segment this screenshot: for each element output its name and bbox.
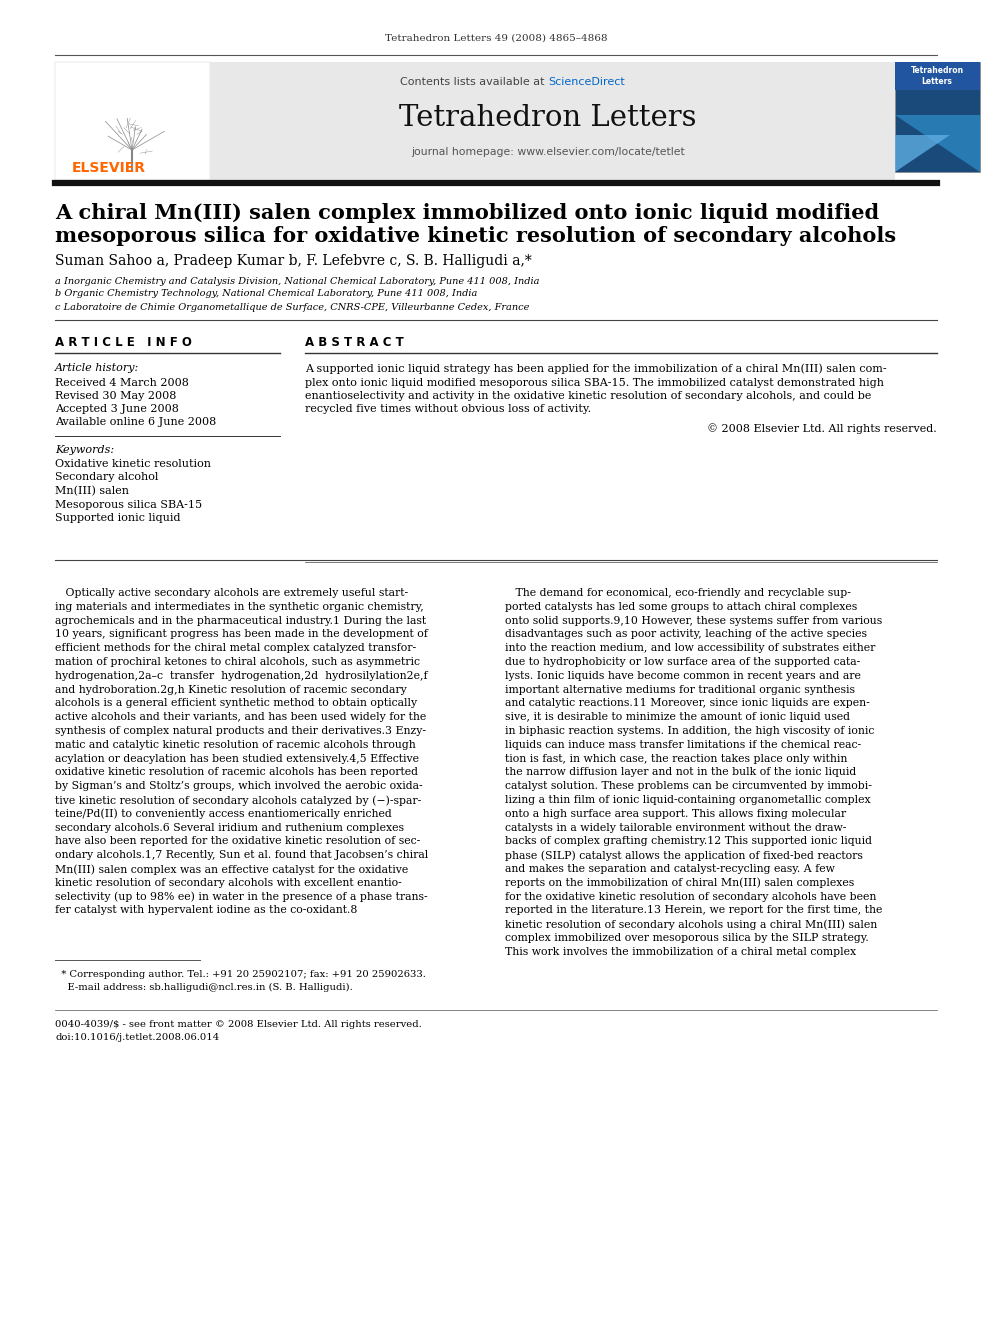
Text: kinetic resolution of secondary alcohols with excellent enantio-: kinetic resolution of secondary alcohols… (55, 877, 402, 888)
Text: ondary alcohols.1,7 Recently, Sun et al. found that Jacobsen’s chiral: ondary alcohols.1,7 Recently, Sun et al.… (55, 851, 429, 860)
Text: doi:10.1016/j.tetlet.2008.06.014: doi:10.1016/j.tetlet.2008.06.014 (55, 1033, 219, 1043)
Text: backs of complex grafting chemistry.12 This supported ionic liquid: backs of complex grafting chemistry.12 T… (505, 836, 872, 847)
Text: Keywords:: Keywords: (55, 445, 114, 455)
Text: c Laboratoire de Chimie Organometallique de Surface, CNRS-CPE, Villeurbanne Cede: c Laboratoire de Chimie Organometallique… (55, 303, 530, 311)
Text: have also been reported for the oxidative kinetic resolution of sec-: have also been reported for the oxidativ… (55, 836, 421, 847)
Text: A chiral Mn(III) salen complex immobilized onto ionic liquid modified: A chiral Mn(III) salen complex immobiliz… (55, 202, 879, 224)
Text: active alcohols and their variants, and has been used widely for the: active alcohols and their variants, and … (55, 712, 427, 722)
Text: reports on the immobilization of chiral Mn(III) salen complexes: reports on the immobilization of chiral … (505, 877, 854, 888)
Text: ScienceDirect: ScienceDirect (548, 77, 625, 87)
Text: mesoporous silica for oxidative kinetic resolution of secondary alcohols: mesoporous silica for oxidative kinetic … (55, 226, 896, 246)
Text: efficient methods for the chiral metal complex catalyzed transfor-: efficient methods for the chiral metal c… (55, 643, 416, 654)
Text: b Organic Chemistry Technology, National Chemical Laboratory, Pune 411 008, Indi: b Organic Chemistry Technology, National… (55, 290, 477, 299)
Text: Contents lists available at: Contents lists available at (400, 77, 548, 87)
Text: tive kinetic resolution of secondary alcohols catalyzed by (−)-spar-: tive kinetic resolution of secondary alc… (55, 795, 422, 806)
Text: 10 years, significant progress has been made in the development of: 10 years, significant progress has been … (55, 630, 428, 639)
Text: due to hydrophobicity or low surface area of the supported cata-: due to hydrophobicity or low surface are… (505, 658, 860, 667)
Text: and hydroboration.2g,h Kinetic resolution of racemic secondary: and hydroboration.2g,h Kinetic resolutio… (55, 684, 407, 695)
Text: 0040-4039/$ - see front matter © 2008 Elsevier Ltd. All rights reserved.: 0040-4039/$ - see front matter © 2008 El… (55, 1020, 422, 1029)
Text: Tetrahedron Letters: Tetrahedron Letters (399, 105, 696, 132)
Text: reported in the literature.13 Herein, we report for the first time, the: reported in the literature.13 Herein, we… (505, 905, 882, 916)
Text: by Sigman’s and Stoltz’s groups, which involved the aerobic oxida-: by Sigman’s and Stoltz’s groups, which i… (55, 781, 423, 791)
Text: complex immobilized over mesoporous silica by the SILP strategy.: complex immobilized over mesoporous sili… (505, 933, 869, 943)
Text: and catalytic reactions.11 Moreover, since ionic liquids are expen-: and catalytic reactions.11 Moreover, sin… (505, 699, 870, 708)
Text: Supported ionic liquid: Supported ionic liquid (55, 513, 181, 523)
Text: agrochemicals and in the pharmaceutical industry.1 During the last: agrochemicals and in the pharmaceutical … (55, 615, 427, 626)
Text: Oxidative kinetic resolution: Oxidative kinetic resolution (55, 459, 211, 468)
Text: Available online 6 June 2008: Available online 6 June 2008 (55, 417, 216, 427)
Text: lysts. Ionic liquids have become common in recent years and are: lysts. Ionic liquids have become common … (505, 671, 861, 681)
Text: in biphasic reaction systems. In addition, the high viscosity of ionic: in biphasic reaction systems. In additio… (505, 726, 874, 736)
Bar (895, 62, 980, 90)
Text: ported catalysts has led some groups to attach chiral complexes: ported catalysts has led some groups to … (505, 602, 857, 611)
Text: plex onto ionic liquid modified mesoporous silica SBA-15. The immobilized cataly: plex onto ionic liquid modified mesoporo… (305, 377, 884, 388)
Text: selectivity (up to 98% ee) in water in the presence of a phase trans-: selectivity (up to 98% ee) in water in t… (55, 892, 428, 902)
Text: catalysts in a widely tailorable environment without the draw-: catalysts in a widely tailorable environ… (505, 823, 846, 832)
Text: ELSEVIER: ELSEVIER (72, 161, 146, 175)
Text: tion is fast, in which case, the reaction takes place only within: tion is fast, in which case, the reactio… (505, 754, 847, 763)
Text: © 2008 Elsevier Ltd. All rights reserved.: © 2008 Elsevier Ltd. All rights reserved… (707, 423, 937, 434)
Bar (895, 62, 980, 172)
Text: Tetrahedron Letters 49 (2008) 4865–4868: Tetrahedron Letters 49 (2008) 4865–4868 (385, 33, 607, 42)
Text: Optically active secondary alcohols are extremely useful start-: Optically active secondary alcohols are … (55, 587, 408, 598)
Text: Secondary alcohol: Secondary alcohol (55, 472, 159, 483)
Text: mation of prochiral ketones to chiral alcohols, such as asymmetric: mation of prochiral ketones to chiral al… (55, 658, 420, 667)
Text: Revised 30 May 2008: Revised 30 May 2008 (55, 392, 177, 401)
Text: fer catalyst with hypervalent iodine as the co-oxidant.8: fer catalyst with hypervalent iodine as … (55, 905, 357, 916)
Text: Mn(III) salen: Mn(III) salen (55, 486, 129, 496)
Text: lizing a thin film of ionic liquid-containing organometallic complex: lizing a thin film of ionic liquid-conta… (505, 795, 871, 804)
Text: Received 4 March 2008: Received 4 March 2008 (55, 378, 188, 388)
Text: synthesis of complex natural products and their derivatives.3 Enzy-: synthesis of complex natural products an… (55, 726, 426, 736)
Text: important alternative mediums for traditional organic synthesis: important alternative mediums for tradit… (505, 684, 855, 695)
Text: The demand for economical, eco-friendly and recyclable sup-: The demand for economical, eco-friendly … (505, 587, 851, 598)
Text: matic and catalytic kinetic resolution of racemic alcohols through: matic and catalytic kinetic resolution o… (55, 740, 416, 750)
Text: sive, it is desirable to minimize the amount of ionic liquid used: sive, it is desirable to minimize the am… (505, 712, 850, 722)
Text: alcohols is a general efficient synthetic method to obtain optically: alcohols is a general efficient syntheti… (55, 699, 417, 708)
Text: liquids can induce mass transfer limitations if the chemical reac-: liquids can induce mass transfer limitat… (505, 740, 861, 750)
Text: disadvantages such as poor activity, leaching of the active species: disadvantages such as poor activity, lea… (505, 630, 867, 639)
Text: A supported ionic liquid strategy has been applied for the immobilization of a c: A supported ionic liquid strategy has be… (305, 364, 887, 374)
Text: Suman Sahoo a, Pradeep Kumar b, F. Lefebvre c, S. B. Halligudi a,*: Suman Sahoo a, Pradeep Kumar b, F. Lefeb… (55, 254, 532, 269)
Text: This work involves the immobilization of a chiral metal complex: This work involves the immobilization of… (505, 947, 856, 957)
Text: and makes the separation and catalyst-recycling easy. A few: and makes the separation and catalyst-re… (505, 864, 835, 875)
Text: the narrow diffusion layer and not in the bulk of the ionic liquid: the narrow diffusion layer and not in th… (505, 767, 856, 778)
Text: ing materials and intermediates in the synthetic organic chemistry,: ing materials and intermediates in the s… (55, 602, 424, 611)
Text: E-mail address: sb.halligudi@ncl.res.in (S. B. Halligudi).: E-mail address: sb.halligudi@ncl.res.in … (55, 983, 353, 992)
Text: secondary alcohols.6 Several iridium and ruthenium complexes: secondary alcohols.6 Several iridium and… (55, 823, 404, 832)
Bar (210, 62, 895, 180)
Text: Mesoporous silica SBA-15: Mesoporous silica SBA-15 (55, 500, 202, 509)
Polygon shape (895, 115, 980, 172)
Text: a Inorganic Chemistry and Catalysis Division, National Chemical Laboratory, Pune: a Inorganic Chemistry and Catalysis Divi… (55, 277, 540, 286)
Text: teine/Pd(II) to conveniently access enantiomerically enriched: teine/Pd(II) to conveniently access enan… (55, 808, 392, 819)
Text: catalyst solution. These problems can be circumvented by immobi-: catalyst solution. These problems can be… (505, 781, 872, 791)
Text: Accepted 3 June 2008: Accepted 3 June 2008 (55, 404, 179, 414)
Bar (55, 62, 210, 180)
Text: into the reaction medium, and low accessibility of substrates either: into the reaction medium, and low access… (505, 643, 875, 654)
Text: Mn(III) salen complex was an effective catalyst for the oxidative: Mn(III) salen complex was an effective c… (55, 864, 409, 875)
Text: onto solid supports.9,10 However, these systems suffer from various: onto solid supports.9,10 However, these … (505, 615, 882, 626)
Text: onto a high surface area support. This allows fixing molecular: onto a high surface area support. This a… (505, 808, 846, 819)
Text: * Corresponding author. Tel.: +91 20 25902107; fax: +91 20 25902633.: * Corresponding author. Tel.: +91 20 259… (55, 970, 426, 979)
Text: for the oxidative kinetic resolution of secondary alcohols have been: for the oxidative kinetic resolution of … (505, 892, 876, 901)
Text: enantioselectivity and activity in the oxidative kinetic resolution of secondary: enantioselectivity and activity in the o… (305, 392, 871, 401)
Polygon shape (895, 135, 950, 172)
Text: recycled five times without obvious loss of activity.: recycled five times without obvious loss… (305, 405, 591, 414)
Text: acylation or deacylation has been studied extensively.4,5 Effective: acylation or deacylation has been studie… (55, 754, 419, 763)
Text: hydrogenation,2a–c  transfer  hydrogenation,2d  hydrosilylation2e,f: hydrogenation,2a–c transfer hydrogenatio… (55, 671, 428, 681)
Text: kinetic resolution of secondary alcohols using a chiral Mn(III) salen: kinetic resolution of secondary alcohols… (505, 919, 877, 930)
Text: Tetrahedron
Letters: Tetrahedron Letters (911, 66, 963, 86)
Text: phase (SILP) catalyst allows the application of fixed-bed reactors: phase (SILP) catalyst allows the applica… (505, 851, 863, 861)
Text: journal homepage: www.elsevier.com/locate/tetlet: journal homepage: www.elsevier.com/locat… (411, 147, 684, 157)
Text: A R T I C L E   I N F O: A R T I C L E I N F O (55, 336, 191, 348)
Text: oxidative kinetic resolution of racemic alcohols has been reported: oxidative kinetic resolution of racemic … (55, 767, 418, 778)
Text: A B S T R A C T: A B S T R A C T (305, 336, 404, 348)
Text: Article history:: Article history: (55, 363, 139, 373)
